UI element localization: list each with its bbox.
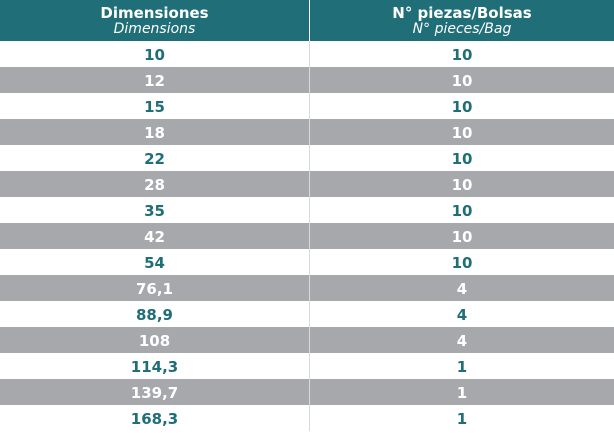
table-row: 15 10	[0, 93, 614, 119]
table-cell: 4	[310, 301, 614, 327]
table-row: 88,9 4	[0, 301, 614, 327]
table-cell: 10	[310, 223, 614, 249]
table-cell: 114,3	[0, 353, 310, 379]
table-row: 108 4	[0, 327, 614, 353]
table-cell: 10	[310, 93, 614, 119]
table-cell: 35	[0, 197, 310, 223]
table-row: 28 10	[0, 171, 614, 197]
table-cell: 10	[310, 145, 614, 171]
table-cell: 1	[310, 405, 614, 431]
table-row: 18 10	[0, 119, 614, 145]
table-row: 139,7 1	[0, 379, 614, 405]
table-cell: 108	[0, 327, 310, 353]
table-row: 22 10	[0, 145, 614, 171]
table-row: 12 10	[0, 67, 614, 93]
table-cell: 168,3	[0, 405, 310, 431]
table-cell: 10	[310, 171, 614, 197]
table-cell: 10	[310, 249, 614, 275]
table-cell: 18	[0, 119, 310, 145]
table-cell: 10	[0, 41, 310, 67]
table-cell: 1	[310, 379, 614, 405]
header-cell: Dimensiones Dimensions	[0, 0, 310, 41]
table-cell: 42	[0, 223, 310, 249]
table-row: 168,3 1	[0, 405, 614, 431]
table-cell: 22	[0, 145, 310, 171]
table-cell: 4	[310, 327, 614, 353]
table-cell: 88,9	[0, 301, 310, 327]
table-cell: 15	[0, 93, 310, 119]
header-subtitle: N° pieces/Bag	[412, 21, 512, 37]
table-cell: 76,1	[0, 275, 310, 301]
table-cell: 28	[0, 171, 310, 197]
header-title: N° piezas/Bolsas	[392, 4, 532, 22]
header-subtitle: Dimensions	[113, 21, 196, 37]
table-row: 10 10	[0, 41, 614, 67]
table-cell: 10	[310, 67, 614, 93]
table-cell: 10	[310, 119, 614, 145]
table-cell: 10	[310, 41, 614, 67]
header-cell: N° piezas/Bolsas N° pieces/Bag	[310, 0, 614, 41]
table-row: 54 10	[0, 249, 614, 275]
header-title: Dimensiones	[100, 4, 209, 22]
table-cell: 1	[310, 353, 614, 379]
table-cell: 54	[0, 249, 310, 275]
table-cell: 139,7	[0, 379, 310, 405]
table-row: 76,1 4	[0, 275, 614, 301]
table-cell: 4	[310, 275, 614, 301]
table-row: 35 10	[0, 197, 614, 223]
table-cell: 10	[310, 197, 614, 223]
table-cell: 12	[0, 67, 310, 93]
table-row: 42 10	[0, 223, 614, 249]
table-row: 114,3 1	[0, 353, 614, 379]
